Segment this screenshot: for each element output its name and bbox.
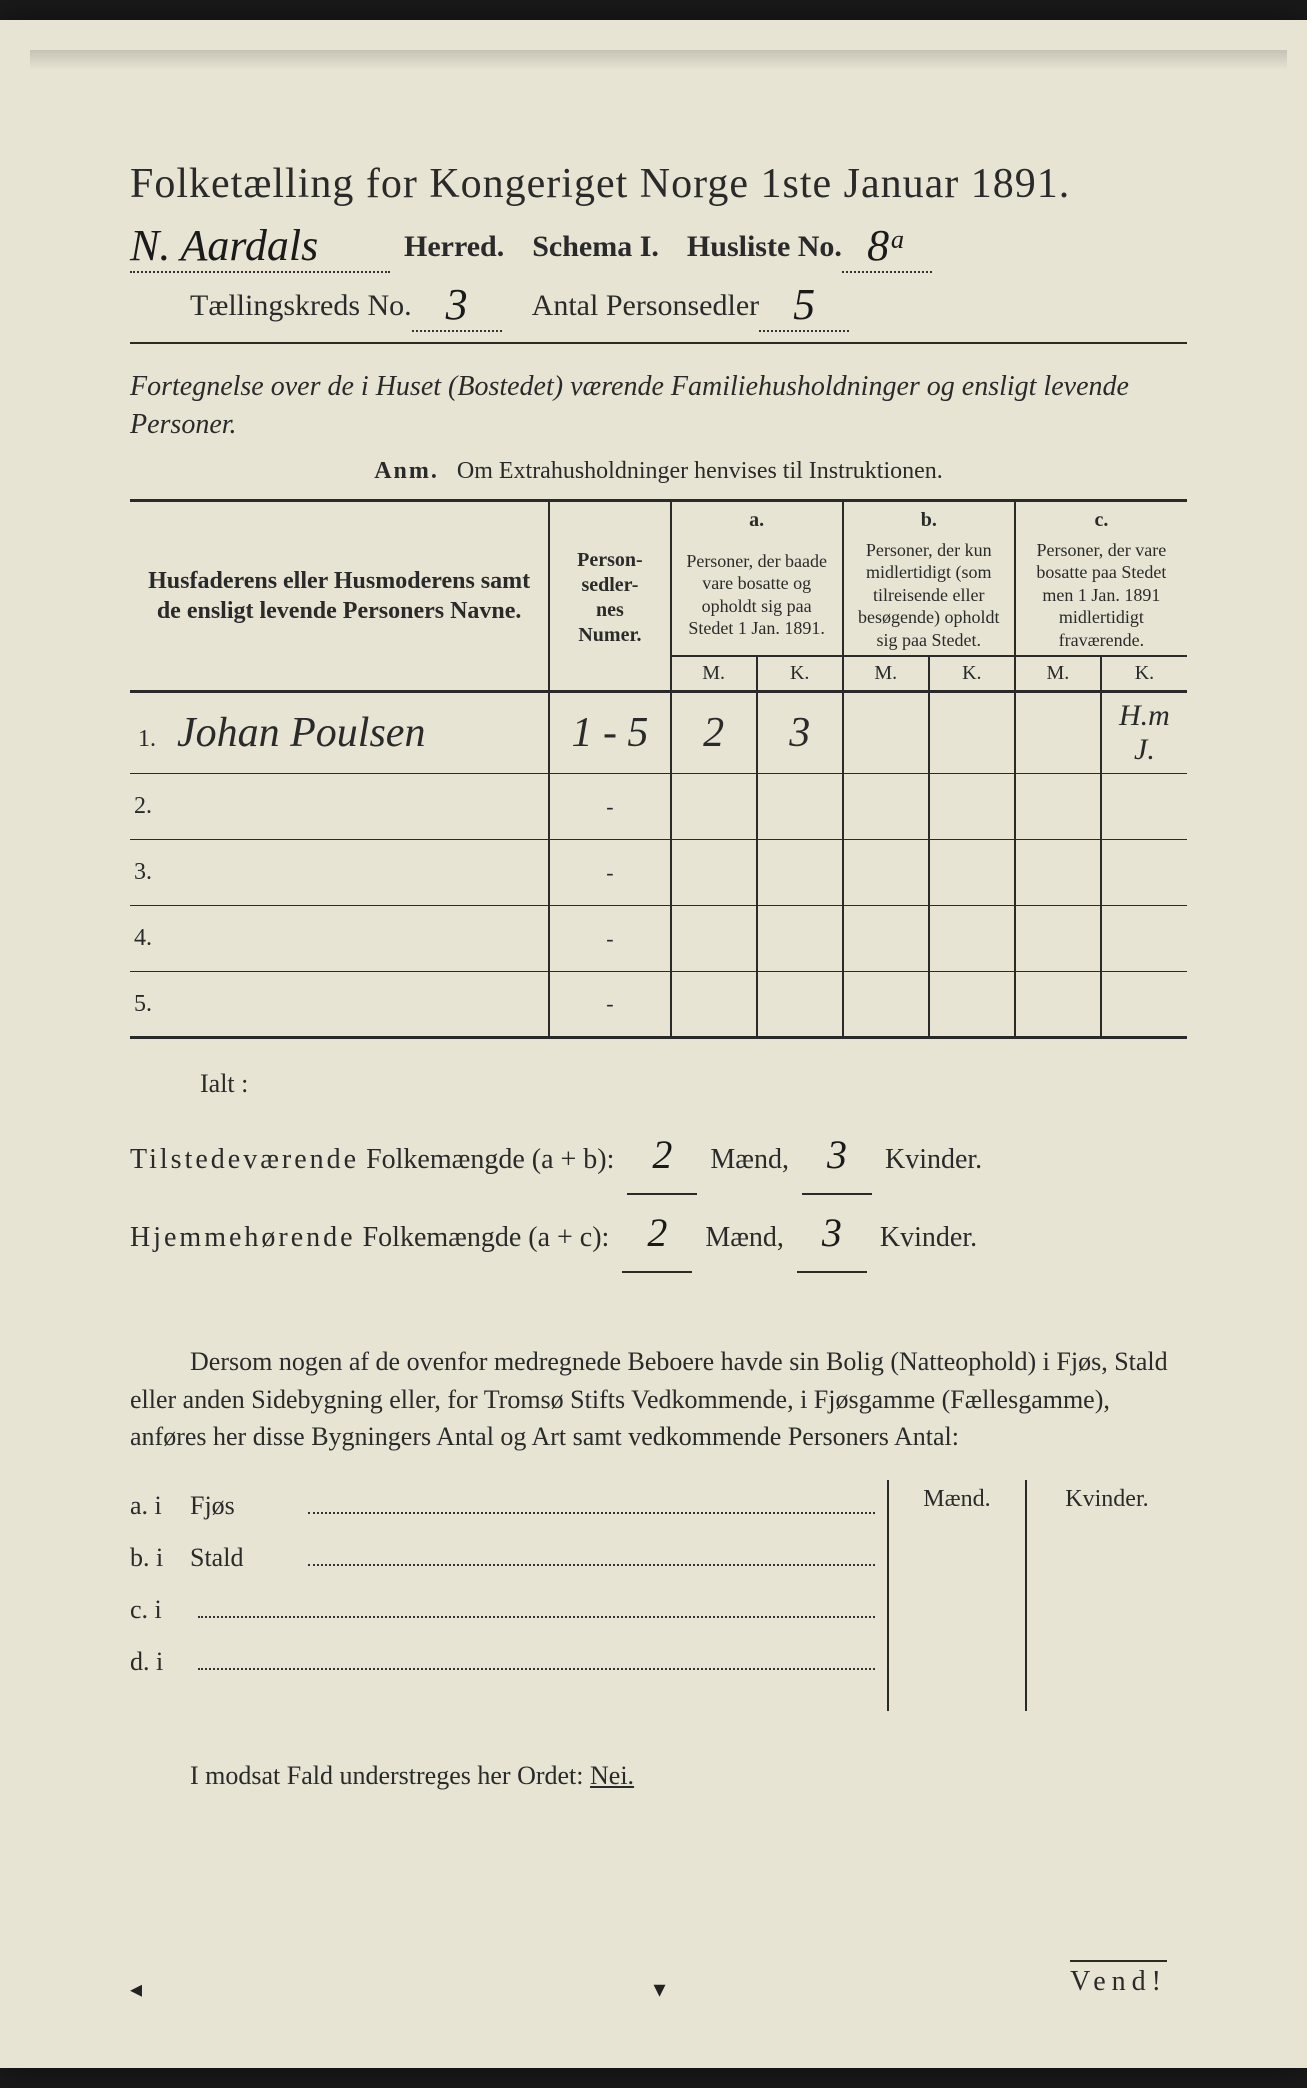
row-ck: H.m J. xyxy=(1101,692,1187,774)
col-a-k: K. xyxy=(757,656,843,692)
table-row: 3. - xyxy=(130,840,1187,906)
antal-value: 5 xyxy=(759,279,849,332)
modsat-text: I modsat Fald understreges her Ordet: xyxy=(190,1761,590,1790)
col-b-letter: b. xyxy=(843,500,1015,535)
row-num: - xyxy=(549,840,670,906)
sb-row-d: d. i xyxy=(130,1636,887,1688)
col-b-header: Personer, der kun midlertidigt (som tilr… xyxy=(843,535,1015,657)
herred-label: Herred. xyxy=(404,230,504,264)
kreds-label: Tællingskreds No. xyxy=(190,289,412,323)
col-b-k: K. xyxy=(929,656,1015,692)
col-a-letter: a. xyxy=(671,500,843,535)
row-bm xyxy=(843,692,929,774)
totals-line-2: Hjemmehørende Folkemængde (a + c): 2 Mæn… xyxy=(130,1195,1187,1273)
maend-label: Mænd, xyxy=(705,1222,784,1253)
col-c-k: K. xyxy=(1101,656,1187,692)
maend-label: Mænd, xyxy=(710,1144,789,1175)
kvinder-label: Kvinder. xyxy=(885,1144,982,1175)
herred-value: N. Aardals xyxy=(130,220,390,273)
schema-label: Schema I. xyxy=(532,230,659,264)
row-am: 2 xyxy=(671,692,757,774)
row-ak: 3 xyxy=(757,692,843,774)
center-marker-icon: ▾ xyxy=(654,1975,666,2004)
household-table: Husfaderens eller Husmoderens samt de en… xyxy=(130,499,1187,1040)
col-a-header: Personer, der baade vare bosatte og opho… xyxy=(671,535,843,657)
col-c-header: Personer, der vare bosatte paa Stedet me… xyxy=(1015,535,1187,657)
table-row: 2. - xyxy=(130,774,1187,840)
corner-marker-icon: ◂ xyxy=(130,1975,142,2004)
header-row-1: N. Aardals Herred. Schema I. Husliste No… xyxy=(130,216,1187,269)
table-row: 1. Johan Poulsen 1 - 5 2 3 H.m J. xyxy=(130,692,1187,774)
row-num: - xyxy=(549,774,670,840)
sidebygning-mk-table: Mænd.Kvinder. xyxy=(887,1480,1187,1711)
tilstede-m: 2 xyxy=(627,1117,697,1195)
vend-label: Vend! xyxy=(1070,1960,1167,1998)
row-n: 4. xyxy=(130,906,549,972)
row-n: 2. xyxy=(130,774,549,840)
row-n: 3. xyxy=(130,840,549,906)
sidebygning-paragraph: Dersom nogen af de ovenfor medregnede Be… xyxy=(130,1343,1187,1456)
anm-lead: Anm. xyxy=(374,458,439,484)
ialt-label: Ialt : xyxy=(130,1069,1187,1099)
row-num: - xyxy=(549,906,670,972)
tilstede-label: Tilstedeværende xyxy=(130,1144,359,1175)
rule xyxy=(130,342,1187,344)
tilstede-k: 3 xyxy=(802,1117,872,1195)
sidebygning-block: a. iFjøs b. iStald c. i d. i Mænd.Kvinde… xyxy=(130,1480,1187,1711)
hjemme-k: 3 xyxy=(797,1195,867,1273)
sidebygning-rows: a. iFjøs b. iStald c. i d. i xyxy=(130,1480,887,1711)
row-bk xyxy=(929,692,1015,774)
sb-kvinder-header: Kvinder. xyxy=(1026,1480,1187,1519)
kreds-value: 3 xyxy=(412,279,502,332)
anm-text: Om Extrahusholdninger henvises til Instr… xyxy=(457,458,943,484)
modsat-nei: Nei. xyxy=(590,1761,634,1790)
col-name-header: Husfaderens eller Husmoderens samt de en… xyxy=(130,500,549,692)
totals-block: Tilstedeværende Folkemængde (a + b): 2 M… xyxy=(130,1117,1187,1273)
row-num: 1 - 5 xyxy=(549,692,670,774)
hjemme-m: 2 xyxy=(622,1195,692,1273)
col-c-m: M. xyxy=(1015,656,1101,692)
row-num: - xyxy=(549,972,670,1038)
kvinder-label: Kvinder. xyxy=(880,1222,977,1253)
row-cm xyxy=(1015,692,1101,774)
table-row: 5. - xyxy=(130,972,1187,1038)
col-c-letter: c. xyxy=(1015,500,1187,535)
totals-line-1: Tilstedeværende Folkemængde (a + b): 2 M… xyxy=(130,1117,1187,1195)
sb-maend-header: Mænd. xyxy=(888,1480,1026,1519)
anm-line: Anm. Om Extrahusholdninger henvises til … xyxy=(130,458,1187,485)
col-b-m: M. xyxy=(843,656,929,692)
husliste-label: Husliste No. xyxy=(687,230,842,264)
page-title: Folketælling for Kongeriget Norge 1ste J… xyxy=(130,160,1187,208)
row-n: 5. xyxy=(130,972,549,1038)
table-row: 4. - xyxy=(130,906,1187,972)
subtitle: Fortegnelse over de i Huset (Bostedet) v… xyxy=(130,368,1187,444)
husliste-value: 8ᵃ xyxy=(842,220,932,273)
row-name: 1. Johan Poulsen xyxy=(130,692,549,774)
sb-row-b: b. iStald xyxy=(130,1532,887,1584)
col-num-header: Person- sedler- nes Numer. xyxy=(549,500,670,692)
sb-row-c: c. i xyxy=(130,1584,887,1636)
col-a-m: M. xyxy=(671,656,757,692)
sb-row-a: a. iFjøs xyxy=(130,1480,887,1532)
antal-label: Antal Personsedler xyxy=(532,289,759,323)
census-form-page: Folketælling for Kongeriget Norge 1ste J… xyxy=(0,20,1307,2068)
header-row-2: Tællingskreds No. 3 Antal Personsedler 5 xyxy=(130,275,1187,328)
table-body: 1. Johan Poulsen 1 - 5 2 3 H.m J. 2. - 3… xyxy=(130,692,1187,1038)
modsat-line: I modsat Fald understreges her Ordet: Ne… xyxy=(130,1761,1187,1791)
hjemme-label: Hjemmehørende xyxy=(130,1222,356,1253)
